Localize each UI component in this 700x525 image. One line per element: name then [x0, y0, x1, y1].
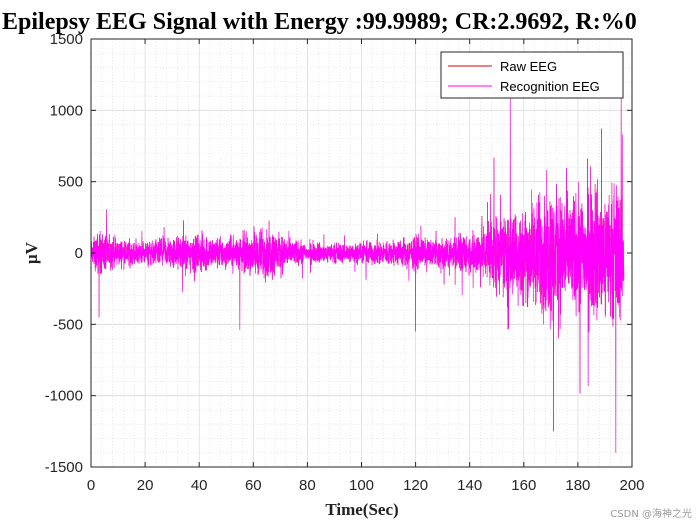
x-tick-label: 80	[299, 477, 316, 494]
x-tick-label: 20	[137, 477, 154, 494]
y-tick-label: -500	[53, 316, 83, 333]
x-tick-label: 140	[457, 477, 482, 494]
watermark: CSDN @海神之光	[610, 509, 692, 520]
series-line-recognition-eeg	[91, 84, 625, 453]
y-tick-label: 0	[75, 245, 83, 262]
x-tick-label: 180	[565, 477, 590, 494]
series-layer	[91, 84, 625, 453]
y-tick-label: -1000	[45, 388, 83, 405]
axis-ticks: 0 20 40 60 80 100 120 140 160 180 200 -1500 -1000 -50…	[45, 31, 645, 494]
y-tick-label: 500	[58, 174, 83, 191]
x-tick-label: 160	[511, 477, 536, 494]
y-tick-label: -1500	[45, 459, 83, 476]
legend-label-raw-eeg: Raw EEG	[500, 59, 557, 74]
legend: Raw EEG Recognition EEG	[440, 51, 624, 99]
x-tick-label: 100	[349, 477, 374, 494]
chart-title: Epilepsy EEG Signal with Energy :99.9989…	[2, 9, 637, 35]
x-tick-label: 200	[619, 477, 644, 494]
x-tick-label: 60	[245, 477, 262, 494]
y-axis-label: μV	[22, 241, 41, 264]
x-tick-label: 120	[403, 477, 428, 494]
x-tick-label: 0	[87, 477, 95, 494]
x-axis-label: Time(Sec)	[325, 500, 398, 519]
x-tick-label: 40	[191, 477, 208, 494]
y-tick-label: 1000	[50, 102, 83, 119]
legend-box	[440, 51, 624, 99]
legend-label-recognition-eeg: Recognition EEG	[500, 79, 600, 94]
y-tick-label: 1500	[50, 31, 83, 48]
